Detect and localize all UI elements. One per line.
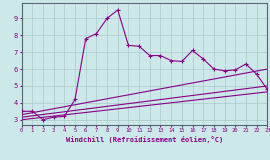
- X-axis label: Windchill (Refroidissement éolien,°C): Windchill (Refroidissement éolien,°C): [66, 136, 223, 143]
